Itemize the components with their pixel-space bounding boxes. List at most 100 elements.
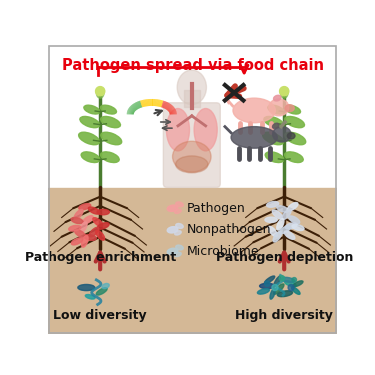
Ellipse shape [282,209,291,219]
Ellipse shape [100,117,120,128]
Ellipse shape [285,105,294,112]
Ellipse shape [285,152,303,162]
Ellipse shape [75,230,86,237]
Ellipse shape [176,202,183,207]
Ellipse shape [176,156,208,173]
Circle shape [96,87,105,96]
Ellipse shape [194,108,217,151]
Ellipse shape [264,117,284,128]
Ellipse shape [277,206,288,212]
Circle shape [280,87,289,96]
Bar [48,188,337,334]
Ellipse shape [69,225,81,231]
Circle shape [292,278,297,282]
Ellipse shape [267,201,279,207]
Ellipse shape [265,152,284,162]
Ellipse shape [273,231,282,242]
Ellipse shape [273,123,279,129]
Ellipse shape [100,105,117,114]
Ellipse shape [93,217,103,226]
Ellipse shape [273,95,281,101]
Ellipse shape [176,245,183,250]
Ellipse shape [80,222,87,233]
Ellipse shape [257,289,269,294]
Ellipse shape [167,205,178,212]
Text: Pathogen enrichment: Pathogen enrichment [24,251,176,264]
Ellipse shape [280,87,288,98]
Ellipse shape [268,105,284,114]
Ellipse shape [285,132,306,145]
Ellipse shape [102,284,109,288]
Ellipse shape [167,248,178,255]
Ellipse shape [71,217,83,223]
Ellipse shape [269,99,289,116]
Ellipse shape [260,284,275,289]
Ellipse shape [270,288,275,299]
Ellipse shape [79,132,99,145]
Ellipse shape [264,276,275,284]
Ellipse shape [80,117,100,128]
Ellipse shape [274,284,284,294]
Ellipse shape [285,280,296,287]
Text: High diversity: High diversity [235,309,333,322]
Ellipse shape [277,219,284,230]
Ellipse shape [172,141,211,172]
Ellipse shape [262,132,284,145]
Ellipse shape [285,223,297,229]
Text: Pathogen spread via food chain: Pathogen spread via food chain [62,58,324,73]
Bar [184,90,200,106]
Ellipse shape [85,294,95,299]
Ellipse shape [274,276,280,286]
Ellipse shape [81,236,88,247]
FancyBboxPatch shape [164,103,220,188]
Circle shape [272,285,278,291]
Circle shape [288,285,294,291]
Ellipse shape [96,87,104,98]
Circle shape [279,276,285,281]
Ellipse shape [285,117,304,128]
Ellipse shape [285,105,300,114]
Ellipse shape [101,132,122,145]
Ellipse shape [167,226,178,233]
Ellipse shape [96,230,105,240]
Ellipse shape [265,217,277,222]
Text: Pathogen: Pathogen [187,202,246,215]
Ellipse shape [82,216,93,224]
Text: Nonpathogen: Nonpathogen [187,223,272,236]
Ellipse shape [293,281,303,286]
Ellipse shape [287,202,298,211]
Ellipse shape [289,216,300,223]
Ellipse shape [231,127,277,148]
Ellipse shape [175,231,181,235]
Ellipse shape [268,226,277,236]
Ellipse shape [98,223,109,229]
Ellipse shape [79,204,91,210]
Ellipse shape [177,70,206,105]
Ellipse shape [292,224,304,231]
Ellipse shape [284,231,295,239]
Ellipse shape [287,133,295,139]
Ellipse shape [71,238,83,245]
Ellipse shape [84,105,100,114]
Ellipse shape [74,209,83,219]
Ellipse shape [97,209,109,215]
Ellipse shape [81,152,100,162]
Ellipse shape [233,98,275,123]
Ellipse shape [89,227,99,237]
Ellipse shape [281,277,295,282]
Text: Low diversity: Low diversity [53,309,147,322]
Bar [48,45,337,188]
Ellipse shape [96,288,107,295]
Ellipse shape [88,207,100,214]
Ellipse shape [175,252,181,257]
Ellipse shape [279,226,291,234]
Ellipse shape [78,285,95,291]
Circle shape [265,281,270,286]
Text: Pathogen depletion: Pathogen depletion [216,251,353,264]
Ellipse shape [100,152,119,162]
Ellipse shape [84,235,96,240]
Ellipse shape [273,127,291,142]
Ellipse shape [176,224,183,228]
Ellipse shape [272,210,282,219]
Text: Microbiome: Microbiome [187,245,260,258]
